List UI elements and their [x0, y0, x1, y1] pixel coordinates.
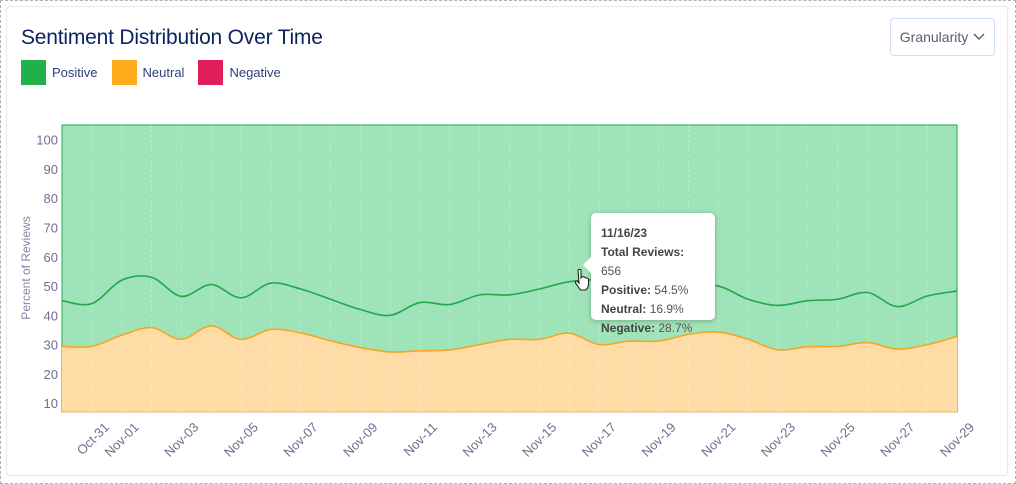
x-tick-label: Nov-21 — [698, 420, 738, 460]
legend-swatch-negative — [198, 60, 224, 85]
legend-item-neutral[interactable]: Neutral — [111, 60, 185, 85]
tooltip-row-neutral: Neutral: 16.9% — [601, 302, 684, 316]
legend-swatch-positive — [21, 60, 46, 85]
x-tick-label: Nov-25 — [818, 420, 858, 460]
legend-swatch-neutral — [111, 60, 137, 85]
y-tick-label: 10 — [44, 396, 58, 411]
hand-cursor-icon — [574, 268, 590, 291]
tooltip-row-total: Total Reviews: 656 — [601, 245, 685, 278]
x-tick-label: Nov-29 — [937, 420, 977, 460]
x-tick-label: Nov-15 — [519, 420, 559, 460]
tooltip: 11/16/23 Total Reviews: 656 Positive: 54… — [583, 213, 715, 335]
x-tick-label: Nov-23 — [758, 420, 798, 460]
tooltip-row-positive: Positive: 54.5% — [601, 283, 689, 297]
granularity-label: Granularity — [899, 29, 969, 45]
x-tick-label: Nov-05 — [221, 420, 261, 460]
legend-item-negative[interactable]: Negative — [198, 60, 281, 85]
y-tick-label: 70 — [44, 221, 58, 236]
y-tick-label: 30 — [44, 338, 58, 353]
x-tick-label: Nov-09 — [340, 420, 380, 460]
legend: Positive Neutral Negative — [21, 60, 281, 85]
x-tick-label: Nov-27 — [877, 420, 917, 460]
y-tick-label: 40 — [44, 308, 58, 323]
legend-label: Neutral — [142, 65, 185, 80]
tooltip-row-negative: Negative: 28.7% — [601, 321, 693, 335]
y-tick-label: 50 — [44, 279, 58, 294]
x-tick-label: Nov-13 — [460, 420, 500, 460]
x-tick-label: Nov-01 — [102, 420, 142, 460]
neutral-area — [62, 325, 957, 412]
legend-item-positive[interactable]: Positive — [21, 60, 98, 85]
legend-label: Positive — [52, 65, 98, 80]
y-tick-label: 90 — [44, 162, 58, 177]
y-tick-label: 60 — [44, 250, 58, 265]
y-tick-label: 80 — [44, 191, 58, 206]
x-tick-label: Nov-03 — [161, 420, 201, 460]
tooltip-date: 11/16/23 — [601, 226, 648, 240]
legend-label: Negative — [229, 65, 281, 80]
x-tick-label: Nov-19 — [639, 420, 679, 460]
y-axis-label: Percent of Reviews — [19, 216, 33, 319]
chevron-down-icon — [973, 33, 985, 40]
x-tick-label: Nov-17 — [579, 420, 619, 460]
x-tick-label: Nov-11 — [401, 420, 441, 460]
chart-title: Sentiment Distribution Over Time — [21, 26, 323, 49]
x-tick-label: Nov-07 — [281, 420, 321, 460]
granularity-button[interactable]: Granularity — [890, 18, 995, 56]
y-tick-label: 100 — [36, 133, 58, 148]
y-tick-label: 20 — [44, 367, 58, 382]
